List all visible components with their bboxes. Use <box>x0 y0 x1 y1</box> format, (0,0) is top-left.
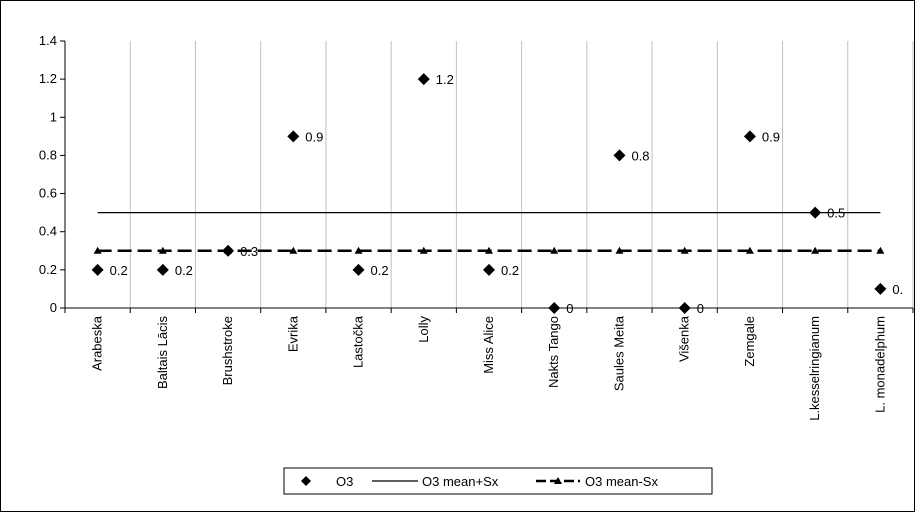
o3-diamond-marker <box>287 130 300 143</box>
mean-minus-triangle-marker <box>615 246 624 254</box>
o3-data-label: 0.2 <box>501 263 519 278</box>
x-category-label: Saules Meita <box>611 315 626 391</box>
o3-diamond-marker <box>613 149 626 162</box>
y-tick-label: 0.4 <box>39 224 57 239</box>
o3-data-label: 0.9 <box>305 129 323 144</box>
x-category-label: Višenka <box>677 315 692 362</box>
grid-layer <box>64 41 914 308</box>
x-category-label: L.kesselringianum <box>807 316 822 421</box>
o3-data-label: 0 <box>697 301 704 316</box>
y-tick-label: 1.2 <box>39 71 57 86</box>
o3-diamond-marker <box>678 302 691 314</box>
o3-data-label: 0.5 <box>827 206 845 221</box>
o3-data-label: 0.3 <box>240 244 258 259</box>
x-category-label: Lastočka <box>351 315 366 368</box>
o3-diamond-marker <box>156 263 169 276</box>
legend-mean-plus-label: O3 mean+Sx <box>422 474 499 489</box>
o3-diamond-marker <box>417 73 430 86</box>
mean-minus-triangle-marker <box>550 246 559 254</box>
mean-minus-triangle-marker <box>354 246 363 254</box>
o3-diamond-marker <box>352 263 365 276</box>
axis-layer: 0 0.2 0.4 0.6 0.8 1 1.2 1.4 Arabeska Baltais Lāci… <box>39 33 914 421</box>
mean-minus-triangle-marker <box>876 246 885 254</box>
legend-o3-label: O3 <box>336 474 353 489</box>
mean-minus-triangle-marker <box>811 246 820 254</box>
o3-data-label: 0 <box>566 301 573 316</box>
mean-minus-triangle-marker <box>158 246 167 254</box>
o3-diamond-marker <box>874 282 887 295</box>
y-tick-label: 0.2 <box>39 262 57 277</box>
o3-data-label: 0.2 <box>371 263 389 278</box>
mean-minus-triangle-marker <box>419 246 428 254</box>
x-category-label: Brushstroke <box>220 316 235 385</box>
mean-minus-triangle-marker <box>485 246 493 254</box>
x-category-label: Nakts Tango <box>546 316 561 388</box>
mean-minus-triangle-marker <box>745 246 754 254</box>
o3-diamond-marker <box>222 244 235 257</box>
mean-minus-triangle-marker <box>680 246 689 254</box>
o3-data-label: 0.2 <box>110 263 128 278</box>
x-category-label: Miss Alice <box>481 316 496 374</box>
o3-diamond-marker <box>91 263 104 276</box>
o3-data-label: 0. <box>892 282 903 297</box>
y-tick-label: 0 <box>50 300 57 315</box>
mean-minus-triangle-marker <box>289 246 298 254</box>
o3-data-label: 0.2 <box>175 263 193 278</box>
y-tick-label: 0.8 <box>39 147 57 162</box>
legend-mean-minus-label: O3 mean-Sx <box>585 474 658 489</box>
y-tick-label: 1.4 <box>39 33 57 48</box>
series-layer <box>91 73 887 314</box>
o3-data-label: 0.8 <box>631 148 649 163</box>
x-category-label: L. monadelphum <box>872 316 887 413</box>
legend-box <box>283 467 713 495</box>
o3-diamond-marker <box>483 263 495 276</box>
x-category-label: Lolly <box>416 316 431 343</box>
o3-data-label: 1.2 <box>436 72 454 87</box>
x-category-label: Evrika <box>285 315 300 352</box>
legend: O3 O3 mean+Sx O3 mean-Sx <box>283 467 713 495</box>
x-category-label: Zemgale <box>742 316 757 367</box>
mean-minus-triangle-marker <box>93 246 102 254</box>
x-category-label: Baltais Lācis <box>155 316 170 389</box>
o3-diamond-marker <box>548 302 561 314</box>
legend-o3-marker <box>301 476 311 486</box>
x-category-label: Arabeska <box>90 315 105 371</box>
o3-diamond-marker <box>743 130 756 143</box>
y-tick-label: 0.6 <box>39 186 57 201</box>
legend-mean-minus-marker <box>554 477 562 484</box>
o3-data-label: 0.9 <box>762 129 780 144</box>
label-layer: 0.2 0.2 0.3 0.9 0.2 1.2 0.2 0 0.8 0 0.9 0.5 0. <box>110 72 904 316</box>
o3-diamond-marker <box>809 206 822 219</box>
y-tick-label: 1 <box>50 109 57 124</box>
